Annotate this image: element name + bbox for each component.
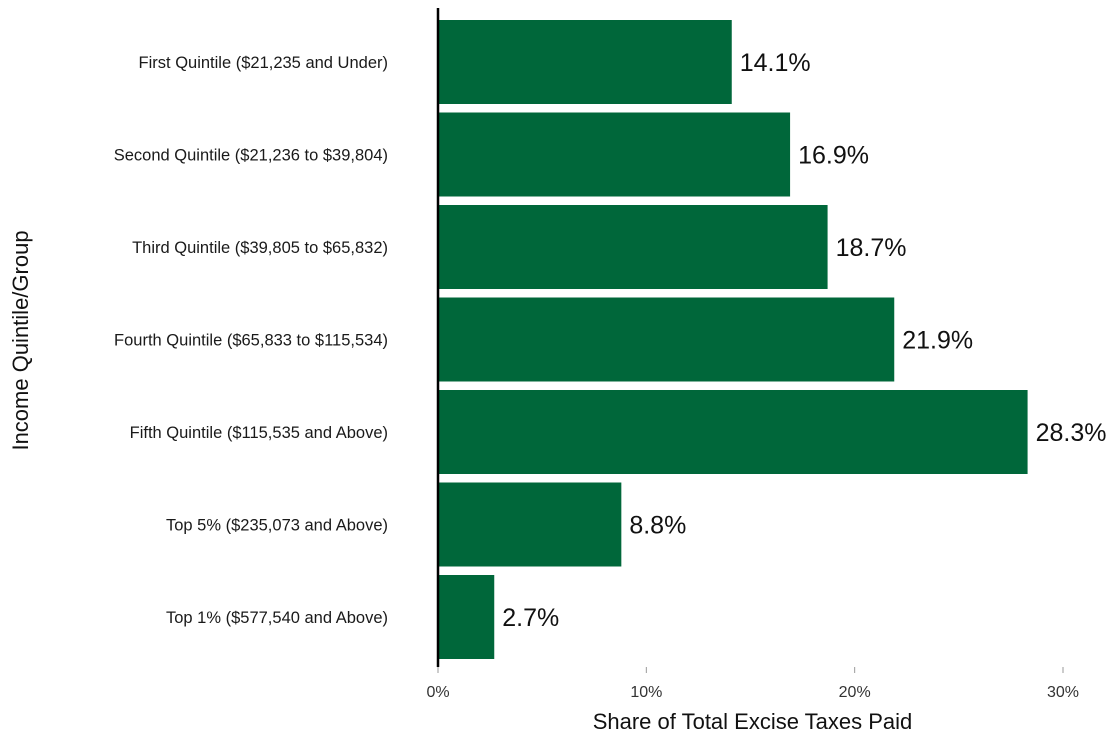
bar [438, 575, 495, 659]
bar [438, 390, 1028, 474]
bar [438, 297, 895, 382]
y-axis-title: Income Quintile/Group [8, 230, 33, 450]
category-label: Top 5% ($235,073 and Above) [166, 517, 388, 535]
data-label: 18.7% [836, 234, 907, 262]
x-ticks-group: 0% 10% 20% 30% [426, 667, 1079, 701]
data-label: 8.8% [629, 512, 686, 540]
bar [438, 20, 732, 104]
x-tick-label: 30% [1047, 684, 1079, 701]
data-label: 21.9% [902, 327, 973, 355]
data-label: 28.3% [1036, 419, 1107, 447]
x-tick-label: 10% [630, 684, 662, 701]
data-labels-group: 14.1% 16.9% 18.7% 21.9% 28.3% 8.8% 2.7% [502, 49, 1106, 632]
data-label: 16.9% [798, 142, 869, 170]
x-axis-title: Share of Total Excise Taxes Paid [593, 709, 913, 734]
data-label: 14.1% [740, 49, 811, 77]
x-tick-label: 0% [426, 684, 449, 701]
category-label: Third Quintile ($39,805 to $65,832) [132, 239, 388, 257]
data-label: 2.7% [502, 604, 559, 632]
bar [438, 205, 828, 289]
bar [438, 482, 622, 567]
bar [438, 112, 791, 197]
category-label: Fifth Quintile ($115,535 and Above) [130, 424, 388, 442]
category-label: Second Quintile ($21,236 to $39,804) [114, 147, 388, 165]
bars-group [438, 20, 1028, 659]
category-labels-group: First Quintile ($21,235 and Under) Second… [114, 54, 388, 627]
x-tick-label: 20% [839, 684, 871, 701]
category-label: First Quintile ($21,235 and Under) [139, 54, 388, 72]
category-label: Fourth Quintile ($65,833 to $115,534) [114, 332, 388, 350]
category-label: Top 1% ($577,540 and Above) [166, 609, 388, 627]
